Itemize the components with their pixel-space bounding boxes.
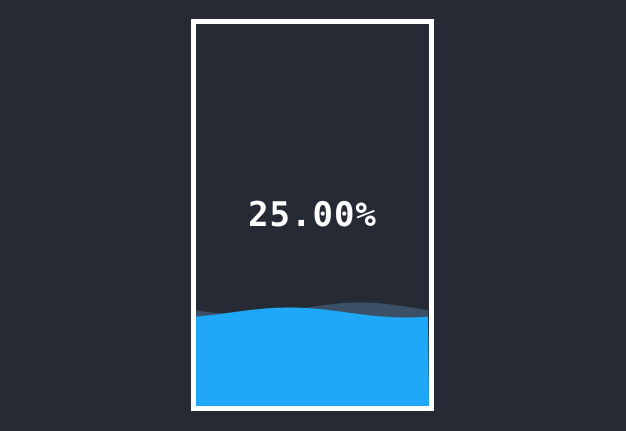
tank-inner: 25.00% <box>196 24 429 406</box>
water-wave-front <box>196 307 429 406</box>
water-tank-progress: 25.00% <box>191 19 434 411</box>
water-fill <box>196 302 429 406</box>
progress-percent-label: 25.00% <box>248 195 377 235</box>
